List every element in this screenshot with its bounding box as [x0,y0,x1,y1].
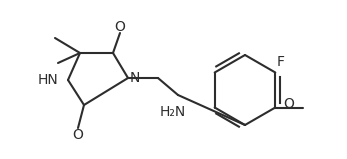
Text: F: F [276,55,284,69]
Text: O: O [73,128,83,142]
Text: HN: HN [37,73,58,87]
Text: N: N [130,71,140,85]
Text: O: O [283,97,294,111]
Text: O: O [115,20,125,34]
Text: H₂N: H₂N [160,105,186,119]
